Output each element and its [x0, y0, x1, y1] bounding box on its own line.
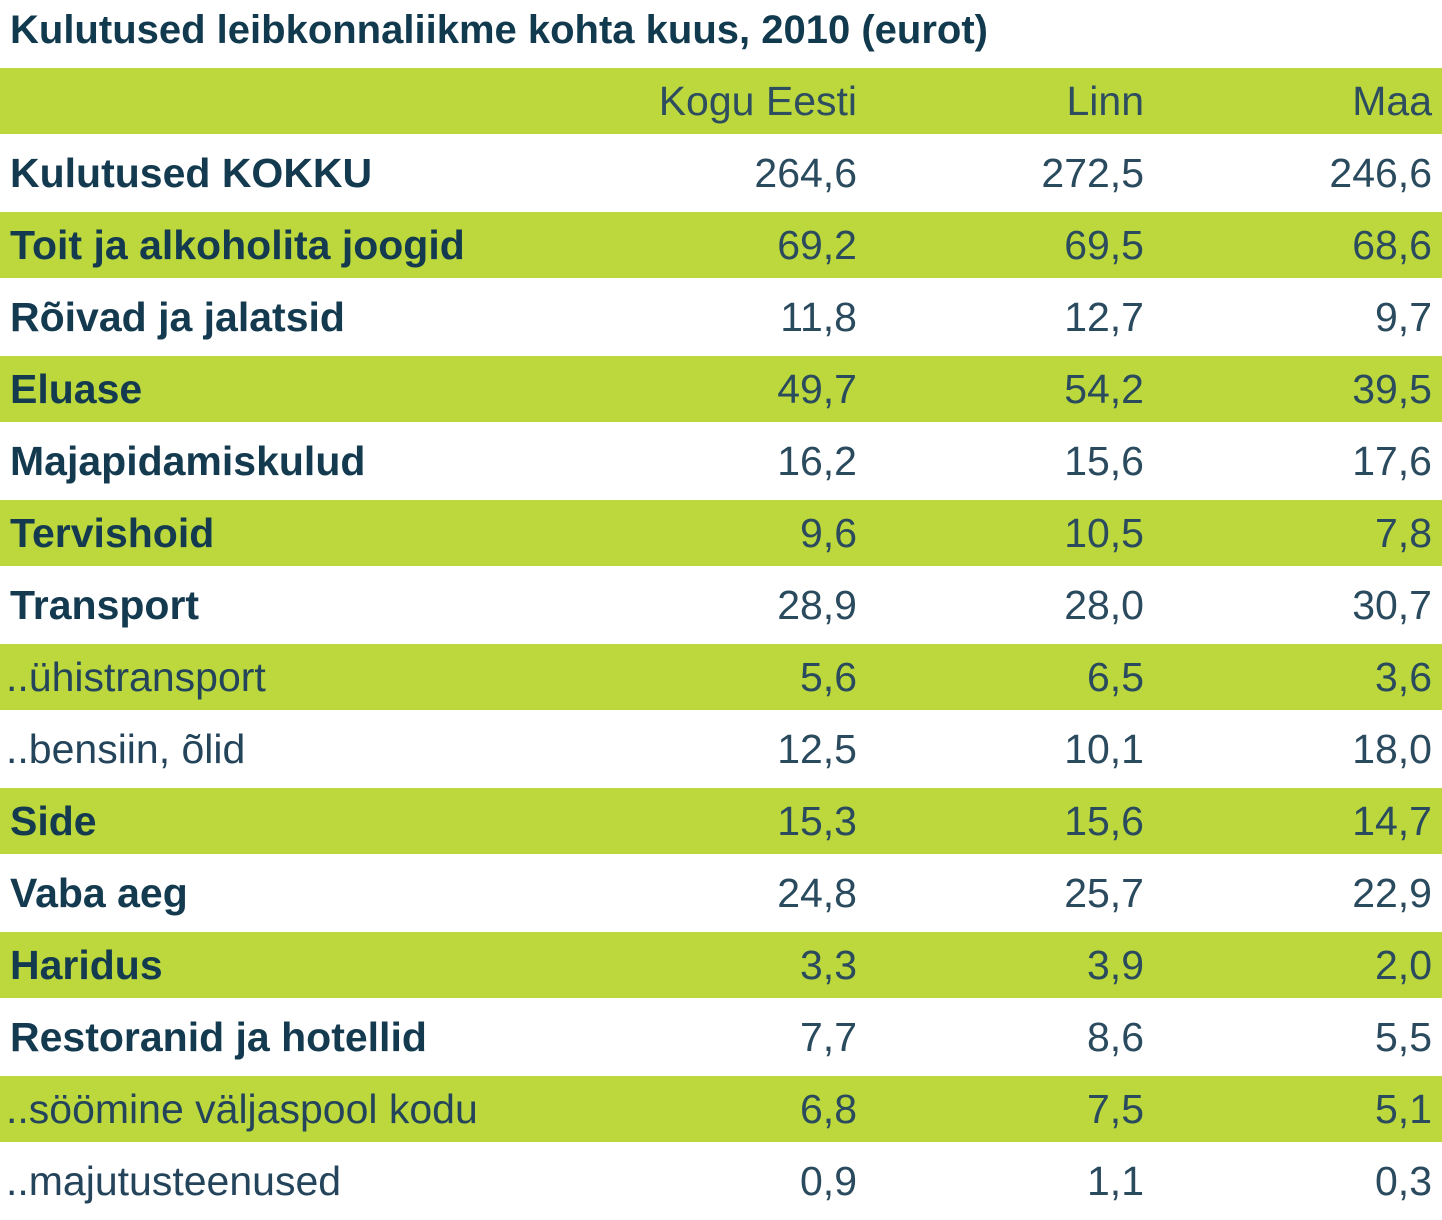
row-label: ..bensiin, õlid	[6, 726, 246, 772]
value-maa: 7,8	[1375, 510, 1432, 556]
value-linn: 6,5	[1087, 654, 1144, 700]
table-row: Rõivad ja jalatsid 11,8 12,7 9,7	[0, 284, 1442, 350]
value-linn: 10,1	[1064, 726, 1144, 772]
value-linn: 8,6	[1087, 1014, 1144, 1060]
value-linn: 1,1	[1087, 1158, 1144, 1204]
value-linn: 54,2	[1064, 366, 1144, 412]
value-kogu-eesti: 0,9	[800, 1158, 857, 1204]
value-kogu-eesti: 9,6	[800, 510, 857, 556]
table-body: Kulutused KOKKU 264,6 272,5 246,6 Toit ja al…	[0, 140, 1442, 1214]
row-label: Haridus	[10, 942, 163, 988]
table-row: ..söömine väljaspool kodu 6,8 7,5 5,1	[0, 1076, 1442, 1142]
value-linn: 272,5	[1041, 150, 1144, 196]
value-maa: 5,1	[1375, 1086, 1432, 1132]
table-row: Kulutused KOKKU 264,6 272,5 246,6	[0, 140, 1442, 206]
value-maa: 3,6	[1375, 654, 1432, 700]
row-label: ..majutusteenused	[6, 1158, 342, 1204]
value-kogu-eesti: 7,7	[800, 1014, 857, 1060]
table-row: Majapidamiskulud 16,2 15,6 17,6	[0, 428, 1442, 494]
table-row: Eluase 49,7 54,2 39,5	[0, 356, 1442, 422]
value-maa: 2,0	[1375, 942, 1432, 988]
table-row: ..ühistransport 5,6 6,5 3,6	[0, 644, 1442, 710]
table-title: Kulutused leibkonnaliikme kohta kuus, 20…	[10, 8, 988, 52]
value-maa: 246,6	[1329, 150, 1432, 196]
value-kogu-eesti: 28,9	[777, 582, 857, 628]
value-linn: 15,6	[1064, 438, 1144, 484]
row-label: Tervishoid	[10, 510, 215, 556]
table-row: ..majutusteenused 0,9 1,1 0,3	[0, 1148, 1442, 1214]
value-kogu-eesti: 69,2	[777, 222, 857, 268]
value-linn: 15,6	[1064, 798, 1144, 844]
value-kogu-eesti: 49,7	[777, 366, 857, 412]
column-header-maa: Maa	[1352, 78, 1432, 124]
table-row: Transport 28,9 28,0 30,7	[0, 572, 1442, 638]
row-label: Eluase	[10, 366, 143, 412]
table-row: ..bensiin, õlid 12,5 10,1 18,0	[0, 716, 1442, 782]
value-linn: 7,5	[1087, 1086, 1144, 1132]
value-kogu-eesti: 264,6	[754, 150, 857, 196]
table-row: Vaba aeg 24,8 25,7 22,9	[0, 860, 1442, 926]
row-label: Vaba aeg	[10, 870, 188, 916]
row-label: Kulutused KOKKU	[10, 150, 373, 196]
column-header-linn: Linn	[1066, 78, 1144, 124]
value-maa: 30,7	[1352, 582, 1432, 628]
value-kogu-eesti: 3,3	[800, 942, 857, 988]
value-linn: 69,5	[1064, 222, 1144, 268]
row-label: Transport	[10, 582, 200, 628]
row-label: Toit ja alkoholita joogid	[10, 222, 465, 268]
column-header-kogu-eesti: Kogu Eesti	[658, 78, 857, 124]
value-kogu-eesti: 6,8	[800, 1086, 857, 1132]
value-maa: 18,0	[1352, 726, 1432, 772]
row-label: Side	[10, 798, 97, 844]
table-header-row: Kogu Eesti Linn Maa	[0, 68, 1442, 134]
value-linn: 25,7	[1064, 870, 1144, 916]
value-maa: 5,5	[1375, 1014, 1432, 1060]
row-label: ..söömine väljaspool kodu	[6, 1086, 478, 1132]
value-maa: 0,3	[1375, 1158, 1432, 1204]
value-linn: 3,9	[1087, 942, 1144, 988]
value-kogu-eesti: 12,5	[777, 726, 857, 772]
row-label: Rõivad ja jalatsid	[10, 294, 345, 340]
value-kogu-eesti: 11,8	[780, 294, 857, 340]
table-row: Side 15,3 15,6 14,7	[0, 788, 1442, 854]
row-label: Restoranid ja hotellid	[10, 1014, 427, 1060]
value-maa: 68,6	[1352, 222, 1432, 268]
value-kogu-eesti: 24,8	[777, 870, 857, 916]
value-maa: 9,7	[1375, 294, 1432, 340]
value-kogu-eesti: 5,6	[800, 654, 857, 700]
table-row: Haridus 3,3 3,9 2,0	[0, 932, 1442, 998]
value-maa: 39,5	[1352, 366, 1432, 412]
expenditure-table: Kogu Eesti Linn Maa Kulutused KOKKU 264,6…	[0, 68, 1442, 1220]
row-label: ..ühistransport	[6, 654, 266, 700]
value-maa: 17,6	[1352, 438, 1432, 484]
value-kogu-eesti: 15,3	[777, 798, 857, 844]
table-row: Restoranid ja hotellid 7,7 8,6 5,5	[0, 1004, 1442, 1070]
value-kogu-eesti: 16,2	[777, 438, 857, 484]
value-linn: 12,7	[1064, 294, 1144, 340]
row-label: Majapidamiskulud	[10, 438, 366, 484]
value-maa: 22,9	[1352, 870, 1432, 916]
table-row: Tervishoid 9,6 10,5 7,8	[0, 500, 1442, 566]
value-linn: 28,0	[1064, 582, 1144, 628]
value-maa: 14,7	[1352, 798, 1432, 844]
table-row: Toit ja alkoholita joogid 69,2 69,5 68,6	[0, 212, 1442, 278]
value-linn: 10,5	[1064, 510, 1144, 556]
